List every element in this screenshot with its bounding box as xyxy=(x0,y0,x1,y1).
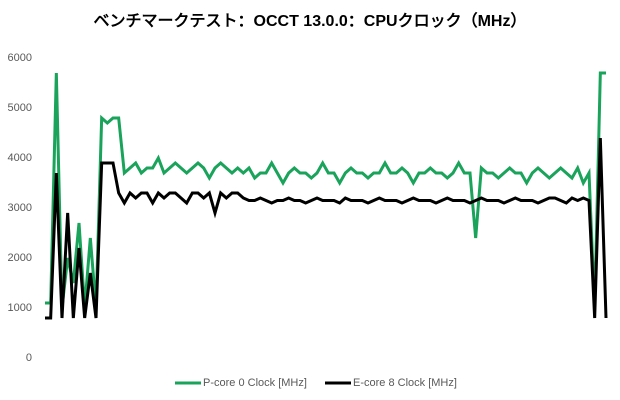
y-tick-label: 5000 xyxy=(8,102,32,114)
y-tick-label: 0 xyxy=(26,352,32,364)
legend-label: P-core 0 Clock [MHz] xyxy=(203,377,307,389)
y-tick-label: 3000 xyxy=(8,202,32,214)
y-tick-label: 2000 xyxy=(8,252,32,264)
series-line xyxy=(45,137,608,320)
series-line xyxy=(45,71,606,309)
legend-label: E-core 8 Clock [MHz] xyxy=(353,377,457,389)
y-tick-label: 4000 xyxy=(8,152,32,164)
chart-title: ベンチマークテスト：OCCT 13.0.0：CPUクロック（MHz） xyxy=(94,12,527,30)
y-tick-label: 6000 xyxy=(8,52,32,64)
y-tick-label: 1000 xyxy=(8,302,32,314)
